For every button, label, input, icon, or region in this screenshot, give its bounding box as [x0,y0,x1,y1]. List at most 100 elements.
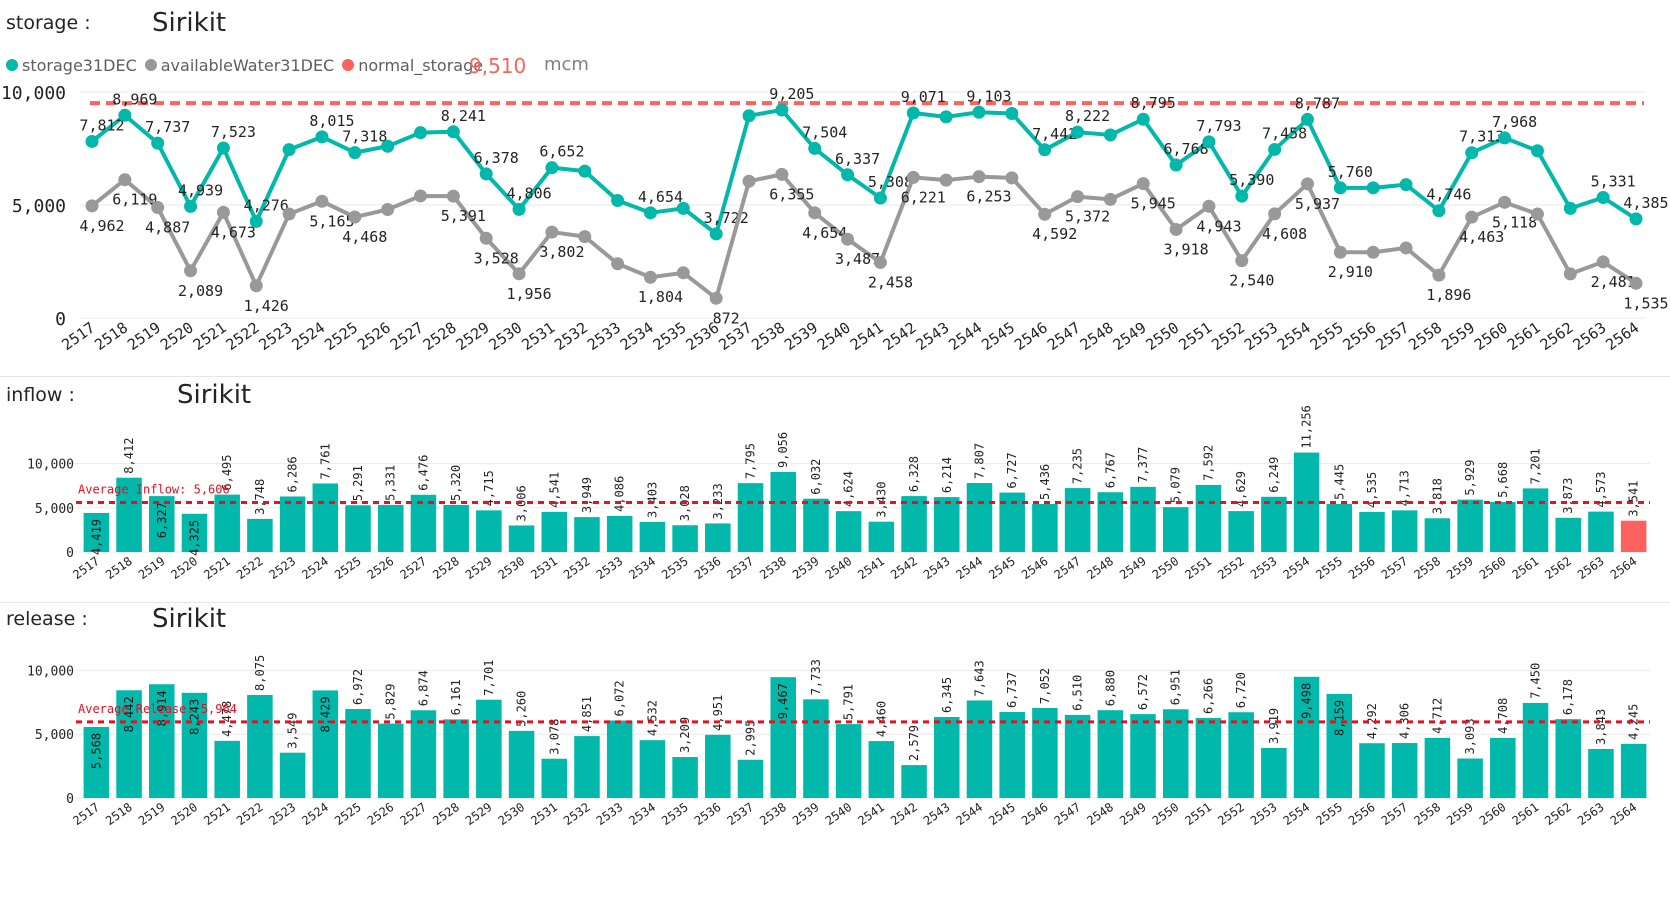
x-tick-label: 2531 [518,319,558,354]
x-tick-label: 2547 [1052,800,1084,828]
storage-point [249,214,263,228]
x-tick-label: 2534 [626,554,658,582]
available-water-point [1136,177,1150,191]
bar [1326,503,1353,552]
x-tick-label: 2517 [70,554,102,582]
data-label: 7,812 [79,116,124,134]
bar-data-label: 4,629 [1234,471,1248,507]
data-label: 8,222 [1065,107,1110,125]
data-label: 7,793 [1196,117,1241,135]
data-label: 1,804 [638,288,683,306]
storage-line-chart: 0 5,000 10,000 7,812 8,969 7,737 4,939 7,523 4,2… [1,83,1669,354]
bar [574,517,600,552]
data-label: 5,945 [1131,195,1176,213]
bar [312,483,339,552]
bar-data-label: 5,791 [842,684,856,720]
storage-point [1629,212,1643,226]
x-tick-label: 2522 [234,554,266,582]
x-tick-label: 2554 [1281,800,1313,828]
available-water-point [1333,245,1347,259]
storage-point [676,201,690,215]
data-label: 1,896 [1426,286,1471,304]
x-tick-label: 2563 [1575,800,1607,828]
bar [181,513,208,552]
y-tick-label: 5,000 [35,502,74,517]
available-water-point [808,206,822,220]
bar [672,525,698,552]
bar [1391,510,1418,552]
legend-item-available-water[interactable]: availableWater31DEC [144,55,335,75]
bar-data-label: 7,450 [1529,663,1543,699]
storage-point [479,167,493,181]
bar [508,730,535,798]
bar [901,765,927,798]
x-tick-label: 2559 [1444,800,1476,828]
bar-data-label: 3,430 [874,482,888,518]
bar-data-label: 6,266 [1201,678,1215,714]
x-tick-label: 2523 [267,800,299,828]
bar-data-label: 6,972 [351,669,365,705]
bar [639,521,666,552]
legend-label: availableWater31DEC [160,55,335,75]
storage-point [315,130,329,144]
bar-data-label: 4,541 [547,472,561,508]
bar-data-label: 3,873 [1561,478,1575,514]
available-water-point [118,173,132,187]
bar-data-label: 4,851 [580,696,594,732]
bar-data-label: 11,256 [1300,405,1314,448]
x-tick-label: 2551 [1182,554,1214,582]
bar-data-label: 2,995 [744,720,758,756]
x-tick-label: 2521 [201,554,233,582]
bar [1326,693,1353,798]
x-tick-label: 2557 [1379,800,1411,828]
bar [312,690,339,798]
legend-label: storage31DEC [22,55,137,75]
legend-item-storage[interactable]: storage31DEC [6,56,137,75]
available-water-point [1498,195,1512,209]
storage-point [118,108,132,122]
storage-point [1530,144,1544,158]
available-water-point [972,170,986,184]
storage-point [184,199,198,213]
bar [672,757,698,798]
data-label: 6,378 [474,149,519,167]
data-label: 7,737 [145,118,190,136]
x-tick-label: 2547 [1044,319,1084,354]
available-water-point [1268,207,1282,221]
legend-label: normal_storage [358,55,484,75]
bar [279,496,306,552]
storage-point [1071,125,1085,139]
x-tick-label: 2563 [1570,319,1610,354]
bar [83,512,110,552]
storage-point [1103,128,1117,142]
available-water-point [676,266,690,280]
storage-point [282,143,296,157]
available-water-point [512,267,526,281]
x-tick-label: 2564 [1602,319,1642,354]
available-water-point [184,264,198,278]
bar-data-label: 3,919 [1267,708,1281,744]
storage-point [414,126,428,140]
available-water-point [85,199,99,213]
x-tick-label: 2524 [299,554,331,582]
legend-dot-icon [342,59,355,71]
available-water-point [151,201,165,215]
data-label: 7,968 [1492,113,1537,131]
release-panel-title: Sirikit [152,604,227,634]
x-tick-label: 2518 [103,554,135,582]
bar [1097,710,1124,798]
bar [606,515,633,552]
x-tick-label: 2526 [365,800,397,828]
y-tick-label: 5,000 [35,728,74,743]
x-tick-label: 2544 [953,800,985,828]
inflow-panel-title: Sirikit [177,380,252,410]
x-tick-label: 2545 [978,319,1018,354]
bar [247,694,273,798]
x-tick-label: 2524 [299,800,331,828]
x-tick-label: 2535 [659,800,691,828]
bar [1195,484,1222,552]
legend-item-normal-storage[interactable]: normal_storage [342,56,483,75]
x-tick-label: 2561 [1504,319,1544,354]
x-tick-label: 2548 [1084,800,1116,828]
bar [1228,712,1254,798]
